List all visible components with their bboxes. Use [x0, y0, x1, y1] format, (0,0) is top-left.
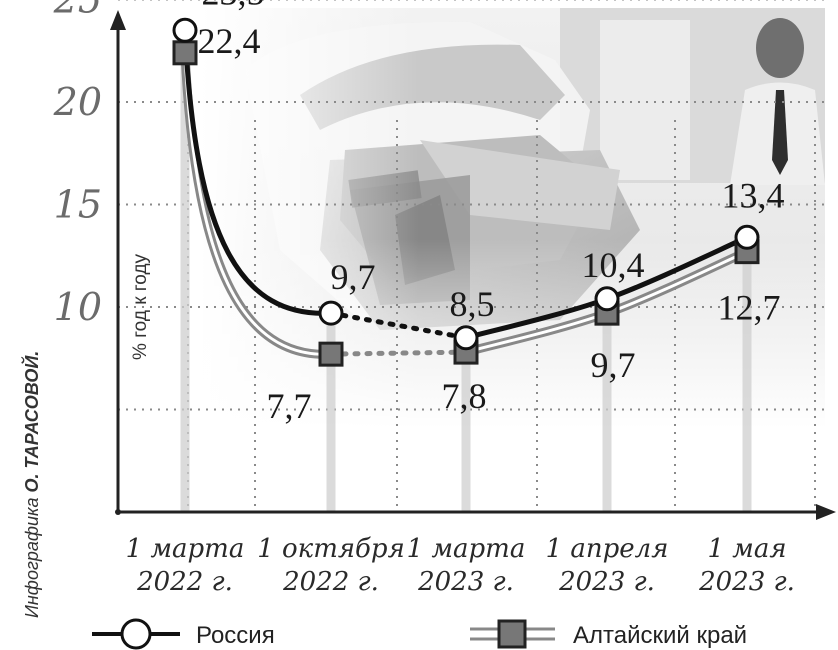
- legend-square-marker-icon: [497, 619, 527, 649]
- x-tick-label: 2023 г.: [698, 567, 795, 597]
- y-axis-arrow: [110, 10, 126, 30]
- data-point-altai: [318, 341, 344, 367]
- data-label-altai: 7,8: [442, 376, 487, 416]
- axes: [110, 10, 836, 520]
- y-tick-label: 20: [53, 80, 102, 124]
- series-line-russia-drop: [182, 30, 332, 316]
- data-label-altai: 22,4: [198, 21, 261, 61]
- legend-item-altai: Алтайский край: [470, 619, 747, 649]
- credit-prefix: Инфографика: [22, 493, 42, 619]
- legend-label-russia: Россия: [196, 622, 275, 649]
- data-label-russia: 10,4: [582, 245, 645, 285]
- data-point-russia: [172, 17, 198, 43]
- y-tick-label: 25: [53, 0, 102, 22]
- y-tick-label: 15: [54, 183, 102, 227]
- data-label-altai: 9,7: [591, 345, 636, 385]
- data-point-russia: [594, 286, 620, 312]
- x-tick-label: 1 марта: [407, 534, 526, 564]
- background-photo: [200, 8, 825, 428]
- data-label-altai: 12,7: [718, 288, 781, 328]
- y-axis-label: % год к году: [130, 253, 151, 360]
- y-tick-labels: 25 20 15 10: [53, 0, 102, 329]
- y-tick-label: 10: [54, 285, 102, 329]
- data-label-russia: 13,4: [722, 175, 785, 215]
- legend-item-russia: Россия: [92, 618, 275, 650]
- series-line-russia-dotted: [328, 310, 469, 341]
- data-label-russia: 8,5: [450, 284, 495, 324]
- data-point-altai: [172, 40, 198, 66]
- data-point-russia: [734, 224, 760, 250]
- x-axis-arrow: [816, 504, 836, 520]
- x-tick-label: 1 марта: [126, 534, 245, 564]
- x-tick-label: 2022 г.: [136, 567, 233, 597]
- data-label-russia: 23,5: [202, 0, 265, 12]
- series-line-altai-drop: [183, 52, 332, 356]
- series-line-altai-dotted: [328, 349, 469, 357]
- x-tick-label: 1 мая: [707, 534, 786, 564]
- data-point-russia: [453, 325, 479, 351]
- credit-author: О. ТАРАСОВОЙ.: [21, 351, 42, 493]
- data-point-russia: [318, 300, 344, 326]
- legend-label-altai: Алтайский край: [573, 622, 747, 649]
- legend-circle-marker-icon: [120, 618, 152, 650]
- x-tick-label: 1 октября: [257, 534, 405, 564]
- credit-text: Инфографика О. ТАРАСОВОЙ.: [21, 351, 42, 618]
- data-label-altai: 7,7: [267, 386, 312, 426]
- x-tick-label: 2023 г.: [417, 567, 514, 597]
- axis-origin: [115, 509, 121, 515]
- data-labels: 23,5 9,7 8,5 10,4 13,4 22,4 7,7 7,8 9,7 12,7: [198, 0, 785, 426]
- data-label-russia: 9,7: [331, 257, 376, 297]
- legend: Россия Алтайский край: [92, 618, 747, 650]
- x-tick-label: 2022 г.: [282, 567, 379, 597]
- x-tick-label: 1 апреля: [546, 534, 669, 564]
- series: [172, 17, 760, 367]
- x-tick-label: 2023 г.: [558, 567, 655, 597]
